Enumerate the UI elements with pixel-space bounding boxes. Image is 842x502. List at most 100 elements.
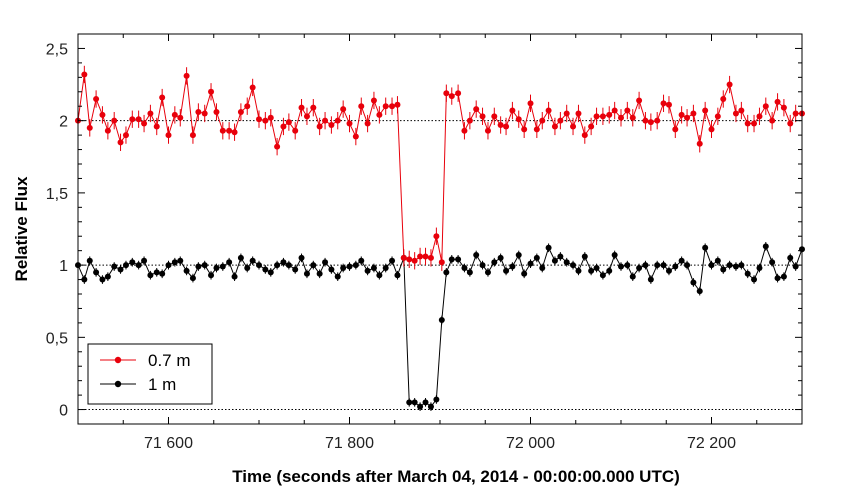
data-point [756, 113, 763, 120]
legend-label-0: 0.7 m [148, 351, 191, 370]
data-point [751, 276, 758, 283]
data-point [443, 269, 450, 276]
data-point [539, 117, 546, 124]
data-point [792, 110, 799, 117]
data-point [726, 262, 733, 269]
data-point [473, 106, 480, 113]
y-tick-label: 2 [59, 114, 68, 131]
data-point [606, 267, 613, 274]
y-tick-label: 2,5 [46, 41, 68, 58]
data-point [298, 254, 305, 261]
data-point [515, 116, 522, 123]
data-point [515, 252, 522, 258]
data-point [660, 262, 667, 269]
data-point [189, 275, 196, 282]
data-point [249, 84, 256, 91]
data-point [213, 265, 220, 271]
data-point [93, 96, 100, 102]
data-point [563, 110, 570, 117]
data-point [262, 117, 269, 124]
data-point [147, 272, 154, 279]
data-point [438, 259, 445, 266]
data-point [448, 93, 455, 100]
data-point [714, 257, 721, 264]
series-1 [75, 242, 805, 411]
data-point [503, 123, 510, 130]
data-point [352, 133, 359, 140]
x-tick-label: 72 000 [506, 435, 555, 452]
data-point [599, 113, 606, 120]
data-point [629, 114, 636, 121]
data-point [394, 101, 401, 108]
data-point [135, 116, 142, 123]
data-point [93, 269, 100, 276]
data-point [231, 129, 238, 136]
y-axis-title: Relative Flux [12, 176, 31, 281]
data-point [298, 104, 305, 111]
data-point [427, 254, 434, 261]
data-point [509, 263, 516, 270]
data-point [201, 110, 208, 117]
data-point [389, 103, 396, 110]
x-tick-label: 71 600 [144, 435, 193, 452]
data-point [213, 109, 220, 115]
data-point [647, 276, 654, 283]
data-point [417, 253, 424, 260]
data-point [376, 272, 383, 279]
data-point [624, 107, 631, 114]
data-point [497, 254, 504, 261]
data-point [448, 256, 455, 263]
data-point [593, 113, 600, 120]
data-point [285, 262, 292, 269]
data-point [443, 90, 450, 97]
data-point [244, 265, 251, 271]
data-point [491, 259, 498, 266]
data-point [417, 403, 424, 410]
data-point [570, 262, 577, 269]
data-point [792, 263, 799, 270]
data-point [570, 123, 577, 130]
legend-marker-1 [114, 380, 122, 388]
data-point [714, 113, 721, 120]
data-point [292, 127, 299, 134]
data-point [780, 273, 787, 280]
data-point [461, 127, 468, 134]
data-point [611, 107, 618, 114]
data-point [237, 254, 244, 261]
data-point [334, 117, 341, 124]
data-point [364, 267, 371, 274]
data-point [563, 259, 570, 266]
data-point [509, 107, 516, 114]
data-point [696, 288, 703, 295]
data-point [135, 262, 142, 269]
data-point [370, 265, 377, 271]
data-point [411, 257, 418, 264]
data-point [473, 252, 480, 258]
data-point [774, 275, 781, 282]
data-point [606, 111, 613, 118]
data-point [678, 257, 685, 264]
data-point [117, 139, 124, 146]
data-point [322, 259, 329, 266]
data-point [539, 265, 546, 271]
data-point [624, 262, 631, 269]
x-axis: 71 600 71 800 72 000 72 200 [77, 34, 803, 452]
data-point [274, 143, 281, 150]
data-point [165, 262, 172, 269]
data-point [726, 81, 733, 88]
data-point [762, 103, 769, 110]
data-point [433, 396, 440, 403]
data-point [611, 252, 618, 258]
data-point [153, 269, 160, 276]
data-point [422, 399, 429, 406]
series-layer [75, 65, 805, 411]
data-point [370, 97, 377, 104]
data-point [208, 88, 215, 95]
data-point [285, 119, 292, 126]
data-point [81, 276, 88, 283]
data-point [702, 107, 709, 114]
data-point [774, 98, 781, 105]
data-point [744, 120, 751, 127]
legend-label-1: 1 m [148, 375, 176, 394]
